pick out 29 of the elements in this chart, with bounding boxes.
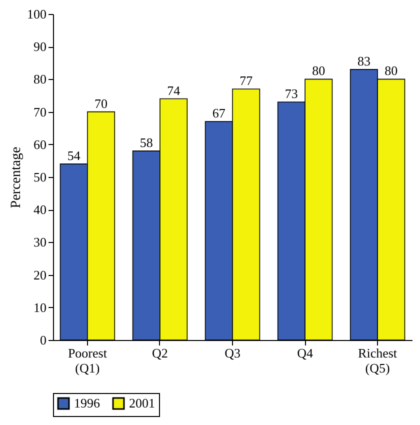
data-label: 80	[384, 63, 398, 78]
x-tick-label: Q2	[152, 346, 168, 360]
data-label: 83	[357, 53, 370, 68]
x-tick-label: Richest (Q5)	[358, 346, 398, 376]
y-tick-label: 20	[34, 267, 46, 282]
data-label: 80	[312, 63, 326, 78]
data-label: 77	[240, 72, 254, 88]
data-label: 54	[67, 148, 81, 163]
y-tick-label: 30	[34, 234, 46, 250]
data-label: 74	[167, 82, 181, 98]
x-tick-label: Poorest (Q1)	[68, 346, 108, 376]
x-tick-label: Q3	[224, 346, 240, 360]
y-tick-label: 40	[34, 202, 46, 218]
y-tick-label: 70	[34, 104, 46, 120]
data-label: 58	[140, 134, 153, 150]
data-label: 67	[212, 106, 226, 121]
y-tick-label: 0	[40, 332, 46, 348]
y-tick-label: 50	[34, 170, 46, 184]
data-label: 73	[284, 86, 298, 102]
y-axis-title: Percentage	[9, 146, 24, 208]
y-tick-label: 100	[27, 6, 46, 22]
data-label: 70	[94, 96, 108, 111]
legend-label: 2001	[129, 396, 155, 411]
y-tick-label: 10	[34, 300, 46, 315]
y-tick-label: 90	[34, 39, 46, 54]
y-tick-label: 80	[34, 72, 46, 87]
y-tick-label: 60	[34, 136, 46, 152]
x-tick-label: Q4	[297, 346, 314, 360]
legend-label: 1996	[74, 396, 100, 411]
